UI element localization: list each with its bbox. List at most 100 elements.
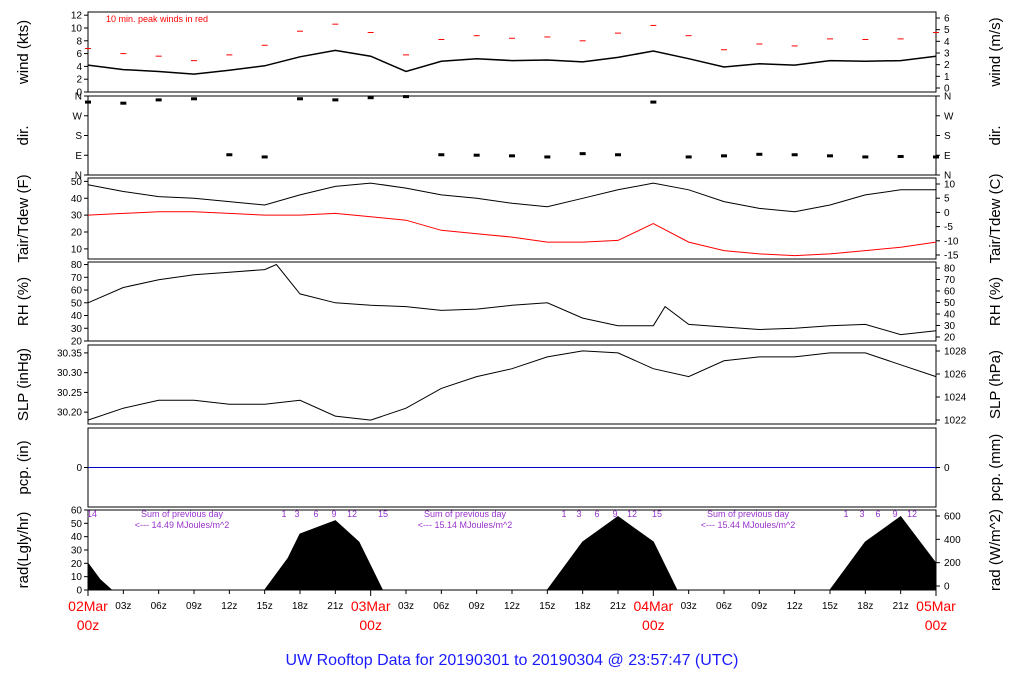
day-sum-label: Sum of previous day — [141, 509, 224, 519]
hour-label: 6 — [313, 509, 318, 519]
hour-label: 9 — [331, 509, 336, 519]
y-tick-label-left: N — [75, 92, 82, 103]
y-tick-label-left: 50 — [71, 298, 83, 309]
hour-label: 3 — [576, 509, 581, 519]
y-axis-label-left: wind (kts) — [15, 20, 32, 85]
y-tick-label-right: 10 — [944, 180, 956, 191]
panel-frame — [87, 261, 937, 342]
direction-point — [897, 155, 904, 159]
y-tick-label-left: 30.35 — [57, 348, 82, 359]
x-date-label: 05Mar — [916, 598, 956, 614]
y-tick-label-right: 0 — [944, 84, 950, 95]
y-axis-label-right: RH (%) — [987, 277, 1004, 326]
y-tick-label-right: 1022 — [944, 416, 967, 427]
y-axis-label-right: Tair/Tdew (C) — [987, 173, 1004, 263]
series-RH — [87, 263, 937, 336]
y-axis-label-right: dir. — [987, 125, 1004, 145]
x-date-label: 03Mar — [351, 598, 391, 614]
y-tick-label-left: 40 — [71, 194, 83, 205]
y-tick-label-right: 70 — [944, 275, 956, 286]
x-hour-label: 00z — [642, 617, 665, 633]
y-axis-label-left: rad(Lgly/hr) — [15, 512, 32, 589]
y-tick-label-left: 30.20 — [57, 408, 82, 419]
y-tick-label-right: S — [944, 131, 951, 142]
y-tick-label-right: -5 — [944, 222, 953, 233]
direction-point — [191, 97, 197, 101]
panel-slp: SLP (inHg) SLP (hPa) 30.20 30.25 30.30 30.35 1… — [15, 344, 1004, 427]
x-minor-label: 12z — [787, 601, 803, 612]
y-tick-label-right: 400 — [944, 535, 961, 546]
y-tick-label-left: 30 — [71, 211, 83, 222]
y-axis-label-right: SLP (hPa) — [987, 350, 1004, 419]
y-tick-label-right: 3 — [944, 49, 950, 60]
direction-point — [544, 155, 551, 159]
x-date-label: 04Mar — [633, 598, 673, 614]
y-tick-label-right: -15 — [944, 251, 959, 262]
y-tick-label-left: 6 — [76, 49, 82, 60]
hour-label: 6 — [875, 509, 880, 519]
y-tick-label-left: 30 — [71, 324, 83, 335]
x-minor-label: 18z — [857, 601, 873, 612]
y-tick-label-left: 10 — [71, 24, 83, 35]
y-tick-label-right: 4 — [944, 37, 950, 48]
direction-point — [827, 154, 833, 158]
y-tick-label-left: N — [75, 171, 82, 182]
y-tick-label-left: 40 — [71, 311, 83, 322]
panel-frame — [87, 11, 937, 93]
x-minor-label: 09z — [469, 601, 485, 612]
y-tick-label-right: 5 — [944, 25, 950, 36]
y-axis-label-left: pcp. (in) — [15, 440, 32, 494]
wind-annotation: 10 min. peak winds in red — [106, 14, 208, 24]
hour-label: 1 — [281, 509, 286, 519]
hour-label: 14 — [87, 509, 97, 519]
y-tick-label-right: 0 — [944, 463, 950, 474]
x-minor-label: 09z — [751, 601, 767, 612]
direction-point — [85, 100, 91, 104]
direction-point — [650, 100, 657, 104]
y-tick-label-right: 20 — [944, 333, 956, 344]
x-hour-label: 00z — [925, 617, 948, 633]
x-hour-label: 00z — [359, 617, 382, 633]
direction-point — [403, 95, 409, 99]
series-Tdew — [87, 211, 937, 257]
chart-title: UW Rooftop Data for 20190301 to 20190304… — [286, 652, 739, 669]
y-tick-label-right: N — [944, 92, 951, 103]
hour-label: 3 — [859, 509, 864, 519]
direction-point — [509, 154, 515, 158]
hour-label: 15 — [378, 509, 388, 519]
y-tick-label-right: 40 — [944, 310, 956, 321]
hour-label: 15 — [652, 509, 662, 519]
y-tick-label-right: -10 — [944, 236, 959, 247]
y-tick-label-left: W — [73, 111, 83, 122]
direction-point — [261, 155, 268, 159]
direction-point — [226, 153, 233, 157]
y-tick-label-left: 8 — [76, 36, 82, 47]
series-Tair — [87, 182, 936, 213]
y-tick-label-left: 0 — [76, 586, 82, 597]
y-tick-label-right: W — [944, 111, 954, 122]
y-tick-label-right: 80 — [944, 264, 956, 275]
y-tick-label-left: 70 — [71, 273, 83, 284]
direction-point — [685, 155, 692, 159]
x-minor-label: 06z — [433, 601, 449, 612]
panel-frame — [87, 344, 937, 425]
y-axis-label-right: pcp. (mm) — [987, 434, 1004, 502]
y-tick-label-left: 10 — [71, 244, 83, 255]
x-minor-label: 12z — [221, 601, 237, 612]
y-tick-label-left: 50 — [71, 177, 83, 188]
y-tick-label-right: 0 — [944, 582, 950, 593]
hour-label: 12 — [347, 509, 357, 519]
y-tick-label-left: 60 — [71, 506, 83, 517]
direction-point — [721, 154, 727, 158]
series-radiation — [87, 515, 937, 591]
x-minor-label: 03z — [398, 601, 414, 612]
time-axis: 02Mar 00z 03Mar 00z 04Mar 00z 05Mar 00z 03z 06z 09… — [68, 590, 956, 633]
y-tick-label-left: 50 — [71, 519, 83, 530]
series-SLP — [87, 350, 937, 421]
y-tick-label-left: 20 — [71, 337, 83, 348]
series-peak — [85, 23, 939, 62]
y-tick-label-right: 5 — [944, 194, 950, 205]
y-tick-label-left: 20 — [71, 228, 83, 239]
